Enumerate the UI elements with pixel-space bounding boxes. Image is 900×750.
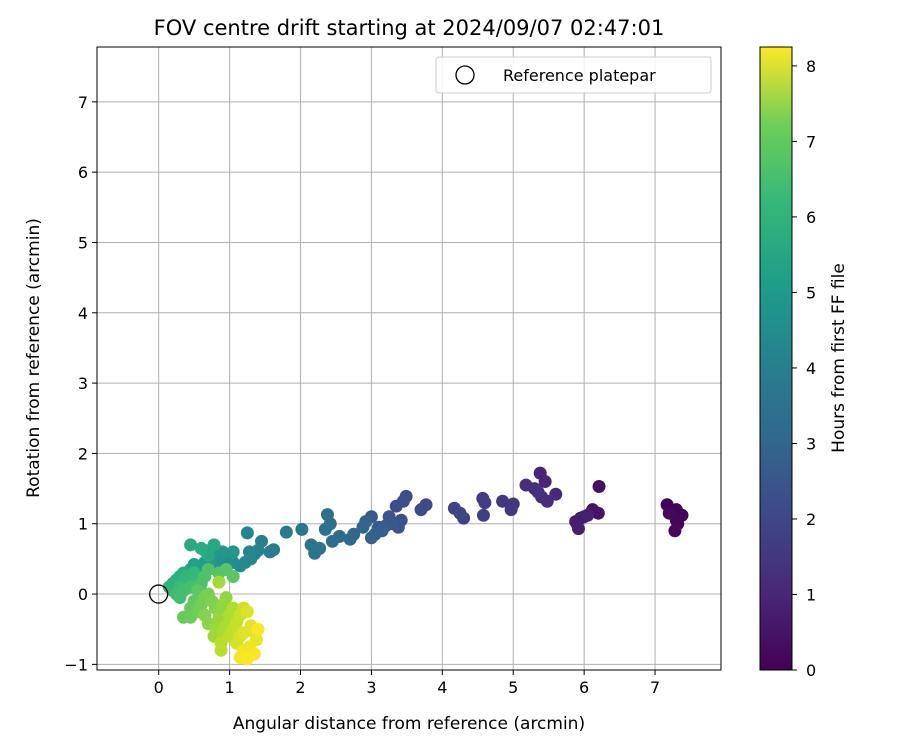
data-point	[201, 562, 215, 576]
chart-title: FOV centre drift starting at 2024/09/07 …	[154, 16, 665, 40]
data-point	[240, 652, 254, 666]
data-point	[356, 520, 370, 534]
data-point	[389, 499, 403, 513]
data-point	[320, 508, 334, 522]
data-point	[496, 494, 510, 508]
y-tick-label: 6	[78, 163, 88, 182]
reference-platepar-marker	[149, 584, 169, 604]
data-point	[279, 525, 293, 539]
grid-lines	[97, 47, 721, 670]
colorbar-tick-label: 5	[806, 283, 816, 302]
colorbar-tick-label: 0	[806, 661, 816, 680]
data-point	[226, 545, 240, 559]
data-point	[184, 538, 198, 552]
x-tick-label: 3	[366, 678, 376, 697]
colorbar-label: Hours from first FF file	[829, 263, 849, 453]
colorbar-tick-label: 8	[806, 57, 816, 76]
x-tick-label: 5	[508, 678, 518, 697]
y-tick-label: 2	[78, 444, 88, 463]
y-tick-label: 3	[78, 374, 88, 393]
data-point	[662, 506, 676, 520]
data-point	[414, 503, 428, 517]
data-point	[668, 524, 682, 538]
colorbar-tick-label: 7	[806, 132, 816, 151]
x-tick-label: 7	[650, 678, 660, 697]
data-point	[375, 524, 389, 538]
data-point	[325, 534, 339, 548]
colorbar-tick-label: 1	[806, 585, 816, 604]
data-point	[343, 532, 357, 546]
x-tick-label: 0	[154, 678, 164, 697]
x-axis-label: Angular distance from reference (arcmin)	[233, 714, 585, 734]
data-point	[219, 591, 233, 605]
data-point	[251, 622, 265, 636]
y-tick-label: −1	[64, 655, 88, 674]
data-point	[304, 538, 318, 552]
data-point	[540, 494, 554, 508]
y-axis-label: Rotation from reference (arcmin)	[24, 218, 44, 498]
legend-entry-label: Reference platepar	[503, 66, 656, 85]
data-point	[212, 575, 226, 589]
y-tick-label: 1	[78, 515, 88, 534]
colorbar-ticks: 0 1 2 3 4 5 6 7 8	[792, 57, 816, 680]
data-point	[506, 497, 520, 511]
legend-box	[435, 56, 712, 94]
legend-marker-open-circle	[455, 65, 475, 85]
data-point	[240, 605, 254, 619]
x-tick-label: 1	[225, 678, 235, 697]
data-point	[592, 479, 606, 493]
data-point	[194, 541, 208, 555]
data-point	[591, 506, 605, 520]
data-point	[214, 643, 228, 657]
data-point	[581, 508, 595, 522]
data-point	[538, 475, 552, 489]
data-point	[364, 531, 378, 545]
colorbar-tick-label: 6	[806, 208, 816, 227]
legend: Reference platepar	[435, 56, 712, 94]
data-point	[318, 522, 332, 536]
y-tick-label: 0	[78, 585, 88, 604]
x-tick-label: 4	[437, 678, 447, 697]
data-point	[240, 526, 254, 540]
data-point	[476, 508, 490, 522]
x-axis-ticks: 0 1 2 3 4 5 6 7	[154, 670, 660, 697]
data-point	[295, 522, 309, 536]
colorbar: 0 1 2 3 4 5 6 7 8 Hours from first FF file	[759, 46, 849, 680]
y-tick-label: 7	[78, 93, 88, 112]
colorbar-tick-label: 2	[806, 510, 816, 529]
data-point	[263, 545, 277, 559]
data-point	[571, 522, 585, 536]
data-point	[531, 485, 545, 499]
x-tick-label: 6	[579, 678, 589, 697]
colorbar-tick-label: 3	[806, 434, 816, 453]
colorbar-strip	[759, 46, 793, 671]
x-tick-label: 2	[295, 678, 305, 697]
data-point	[226, 569, 240, 583]
scatter-points	[149, 466, 689, 666]
y-axis-ticks: −1 0 1 2 3 4 5 6 7	[64, 93, 97, 674]
y-tick-label: 5	[78, 233, 88, 252]
data-point	[453, 506, 467, 520]
y-tick-label: 4	[78, 304, 88, 323]
data-point	[478, 496, 492, 510]
data-point	[207, 538, 221, 552]
plot-frame	[96, 46, 722, 671]
colorbar-tick-label: 4	[806, 359, 816, 378]
